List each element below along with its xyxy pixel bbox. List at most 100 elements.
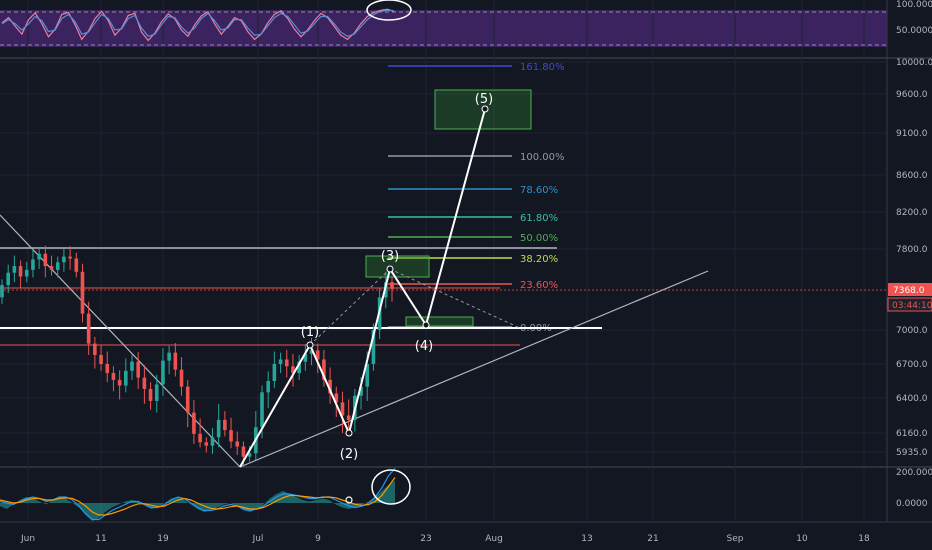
candle-body <box>18 266 23 277</box>
candle-body <box>309 350 314 354</box>
candle-body <box>303 353 308 362</box>
vertical-gridlines <box>27 0 865 522</box>
wave-5-point <box>481 105 489 113</box>
wave-4-box <box>405 316 474 327</box>
candle-body <box>117 379 122 386</box>
price-tick-label: 6400.0 <box>896 394 928 404</box>
rsi-tick-100: 100.0000 <box>896 0 932 10</box>
price-tick-label: 9100.0 <box>896 129 928 139</box>
price-tick-label: 7000.0 <box>896 326 928 336</box>
candle-body <box>130 361 134 371</box>
price-tick-label: 10000.0 <box>896 58 932 68</box>
wave-label-4: (4) <box>415 339 433 354</box>
elliott-wave-line <box>239 108 486 468</box>
fib-level-label: 161.80% <box>520 62 565 73</box>
candle-body <box>297 361 301 374</box>
price-tags: 7368.0 03:44:10 <box>887 283 932 312</box>
wave-3-box <box>365 255 430 278</box>
candle-body <box>136 361 140 378</box>
wave-4-point <box>422 321 430 329</box>
candle-body <box>148 388 153 401</box>
fib-level-label: 38.20% <box>520 254 558 265</box>
candle-body <box>49 266 54 270</box>
candle-body <box>185 386 190 413</box>
fib-level-label: 61.80% <box>520 213 558 224</box>
candle-body <box>37 253 41 260</box>
candle-body <box>68 256 72 259</box>
time-tick-label: Sep <box>727 534 744 544</box>
candle-body <box>365 364 370 387</box>
candle-body <box>86 313 91 344</box>
candle-body <box>62 256 66 263</box>
time-tick-label: 11 <box>95 534 106 544</box>
candle-body <box>322 359 326 380</box>
candle-body <box>284 359 289 367</box>
price-tick-label: 9600.0 <box>896 90 928 100</box>
candle-body <box>204 442 209 446</box>
candle-body <box>315 350 320 360</box>
candle-body <box>154 384 159 401</box>
candle-body <box>328 379 332 394</box>
candle-body <box>173 352 178 370</box>
price-tick-label: 6160.0 <box>896 429 928 439</box>
candle-body <box>390 282 394 289</box>
candle-body <box>74 258 79 272</box>
rsi-band <box>0 10 887 47</box>
fib-level-label: 100.00% <box>520 152 565 163</box>
candle-body <box>210 437 215 446</box>
candle-body <box>142 377 147 389</box>
time-tick-label: Jul <box>252 534 264 544</box>
elliott-wave-path: (1) (2) (3) (4) (5) <box>239 92 521 468</box>
fib-level-label: 50.00% <box>520 233 558 244</box>
candle-body <box>24 269 29 277</box>
projection-dashed-1 <box>309 268 391 346</box>
wave-2-point <box>345 429 353 437</box>
candle-body <box>167 352 171 361</box>
price-tick-label: 5935.0 <box>896 448 928 458</box>
candle-body <box>80 271 85 314</box>
candle-body <box>12 266 17 273</box>
candle-body <box>340 402 345 416</box>
countdown-tag-bg <box>887 297 932 312</box>
price-tick-label: 8600.0 <box>896 171 928 181</box>
candle-body <box>359 386 363 396</box>
fib-level-label: 23.60% <box>520 280 558 291</box>
time-tick-label: 23 <box>420 534 431 544</box>
candle-body <box>272 364 277 381</box>
candle-body <box>179 369 184 387</box>
macd-small-circle <box>345 496 353 504</box>
time-tick-label: 10 <box>796 534 808 544</box>
time-tick-label: 19 <box>157 534 169 544</box>
time-tick-label: 13 <box>581 534 592 544</box>
rsi-line <box>1 9 395 37</box>
candle-body <box>278 359 283 364</box>
candle-body <box>0 285 4 298</box>
candle-body <box>99 354 103 364</box>
candle-body <box>346 415 351 420</box>
macd-tick-200: 200.0000 <box>896 468 932 478</box>
candle-body <box>111 373 116 380</box>
rsi-tick-50: 50.0000 <box>896 26 932 36</box>
candle-body <box>266 381 270 393</box>
rsi-series <box>1 8 395 42</box>
wave-label-5: (5) <box>475 92 493 107</box>
macd-highlight-circle <box>371 469 411 505</box>
candle-body <box>371 330 376 364</box>
signal-line <box>0 477 396 516</box>
candle-body <box>223 419 227 431</box>
candle-body <box>31 259 35 270</box>
time-tick-label: 21 <box>647 534 658 544</box>
price-axis: 100.0000 50.0000 200.0000 0.0000 10000.0… <box>896 0 932 509</box>
rsi-line <box>1 8 395 42</box>
price-tick-label: 7800.0 <box>896 245 928 255</box>
candle-body <box>93 343 97 355</box>
price-tag-current: 7368.0 <box>893 286 925 296</box>
macd-histogram <box>0 480 395 521</box>
time-tick-label: 9 <box>315 534 321 544</box>
candle-body <box>229 430 233 442</box>
macd-series <box>0 468 396 521</box>
wave-label-2: (2) <box>340 447 358 462</box>
price-tick-label: 6700.0 <box>896 360 928 370</box>
candle-body <box>161 360 165 385</box>
